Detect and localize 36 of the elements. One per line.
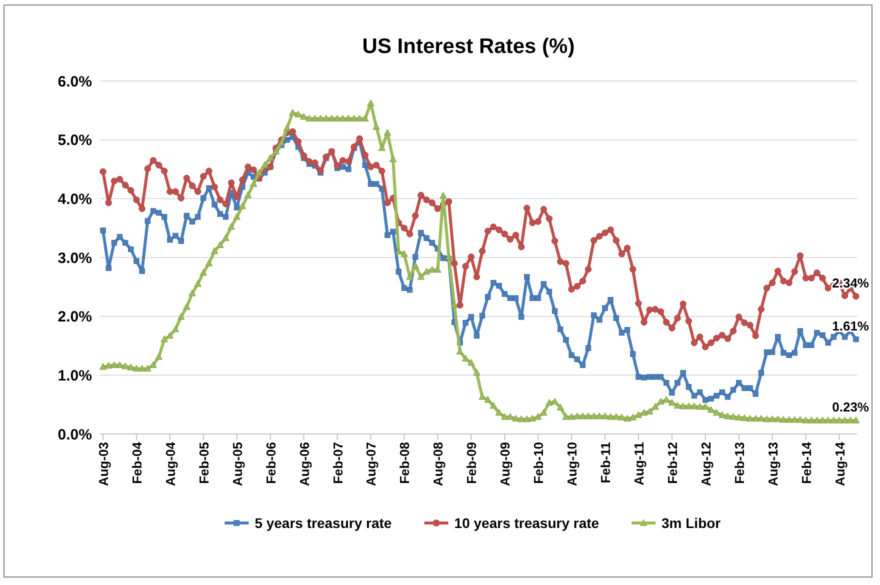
x-tick-label: Feb-07 (330, 442, 346, 484)
x-tick-label: Feb-14 (798, 441, 814, 484)
x-tick-label: Feb-09 (464, 442, 480, 484)
x-tick-label: Aug-06 (296, 442, 312, 486)
x-tick-label: Feb-13 (732, 442, 747, 484)
y-tick-label: 1.0% (58, 367, 92, 384)
x-tick-label: Aug-08 (430, 442, 446, 486)
legend-label: 10 years treasury rate (454, 514, 600, 531)
x-tick-label: Aug-05 (230, 442, 245, 486)
y-tick-label: 5.0% (58, 132, 92, 150)
x-tick-label: Feb-10 (531, 442, 546, 484)
chart-title: US Interest Rates (%) (362, 35, 575, 58)
y-tick-label: 2.0% (58, 308, 92, 326)
data-label: 0.23% (832, 399, 870, 414)
legend-label: 5 years treasury rate (254, 514, 392, 531)
data-label: 1.61% (832, 318, 870, 334)
x-tick-label: Feb-11 (598, 442, 613, 484)
legend-label: 3m Libor (662, 514, 722, 531)
y-tick-label: 6.0% (58, 73, 92, 90)
x-tick-label: Feb-12 (664, 442, 680, 484)
x-tick-label: Feb-04 (129, 441, 144, 484)
x-tick-label: Aug-13 (765, 442, 780, 486)
y-tick-label: 4.0% (58, 190, 92, 208)
x-tick-label: Aug-14 (832, 441, 848, 486)
x-tick-label: Aug-03 (96, 442, 111, 486)
x-tick-label: Aug-12 (698, 442, 714, 486)
y-tick-label: 0.0% (58, 426, 92, 444)
x-tick-label: Aug-04 (162, 441, 178, 486)
y-tick-label: 3.0% (58, 250, 92, 267)
x-tick-label: Feb-06 (263, 442, 278, 484)
x-tick-label: Aug-11 (631, 442, 646, 486)
x-tick-label: Aug-07 (364, 442, 379, 486)
x-tick-label: Aug-09 (498, 442, 513, 486)
x-tick-label: Feb-05 (196, 442, 212, 484)
x-tick-label: Feb-08 (397, 442, 412, 484)
x-tick-label: Aug-10 (564, 442, 580, 486)
